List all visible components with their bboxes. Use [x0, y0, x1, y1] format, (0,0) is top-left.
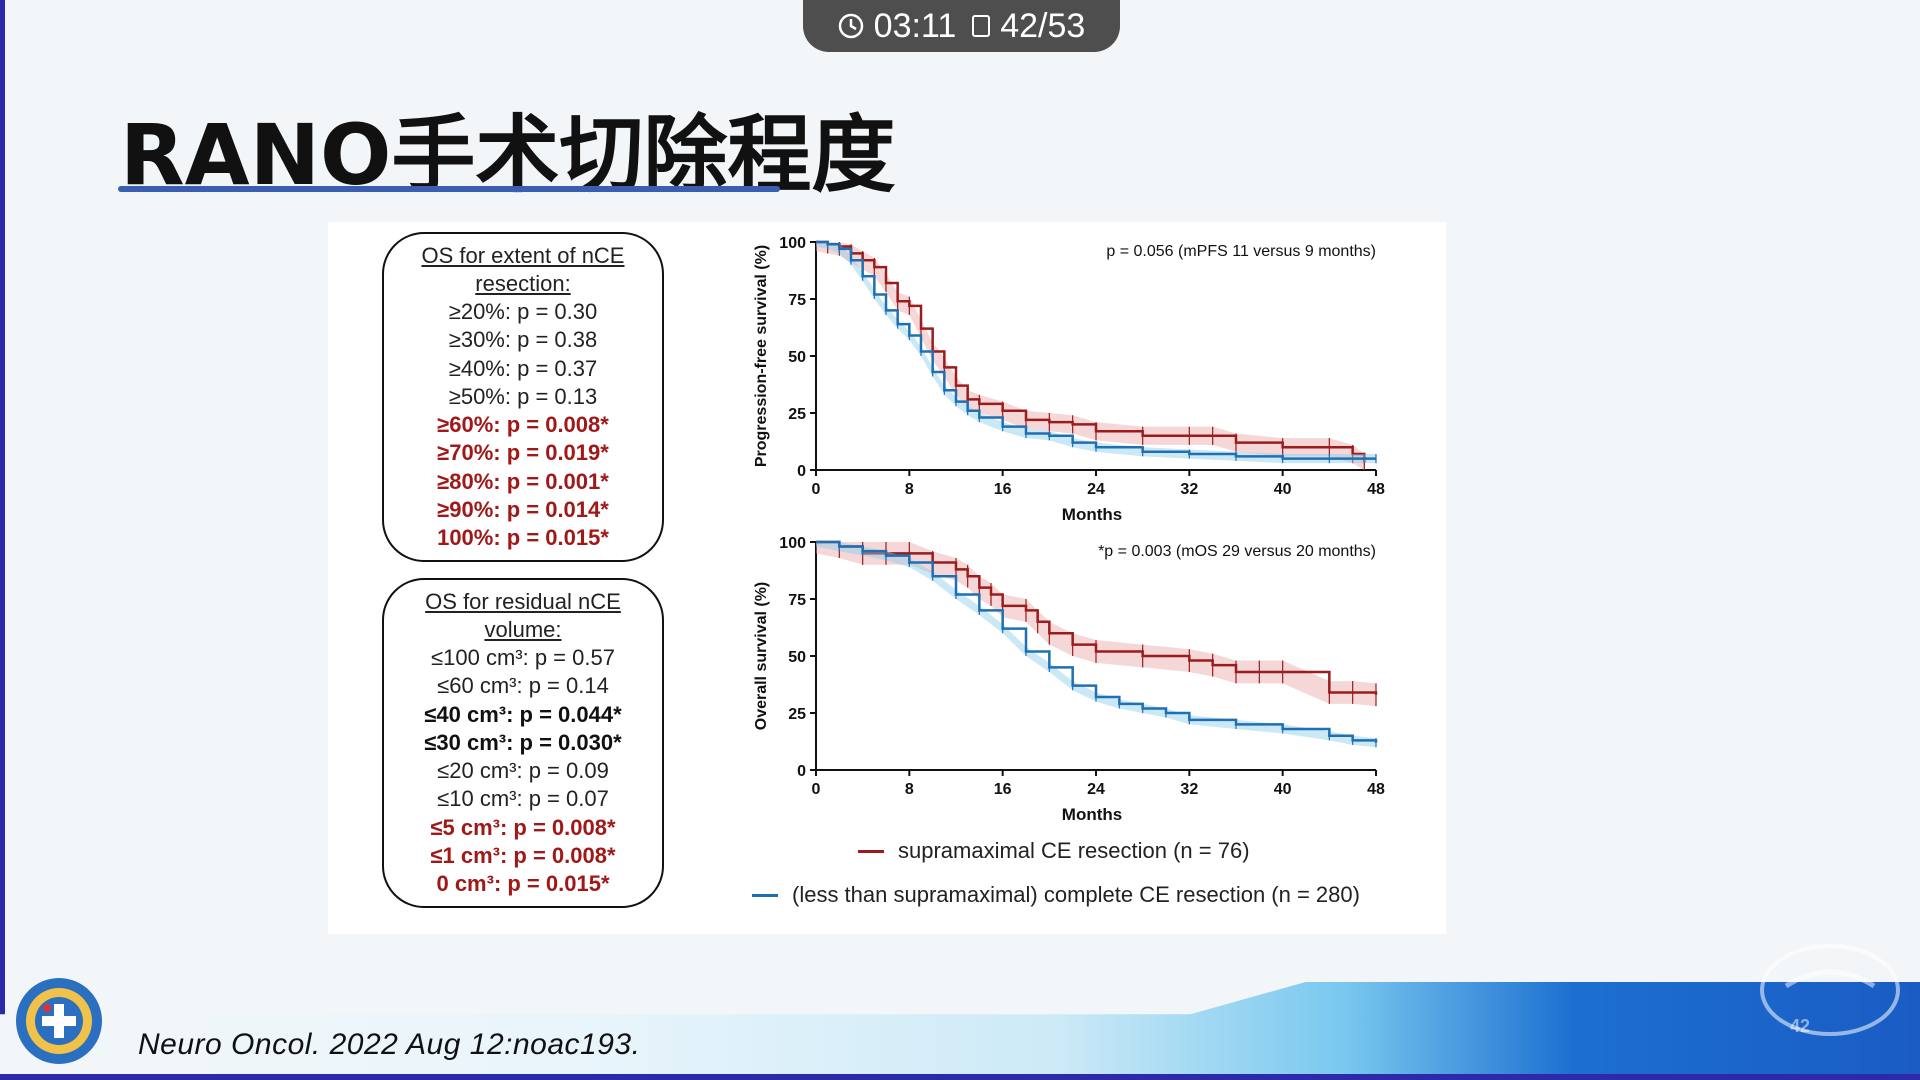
y-tick-label: 50 [788, 649, 806, 666]
presentation-status-bar[interactable]: 03:11 42/53 [803, 0, 1120, 52]
pfs-chart: 0 25 50 75 100 0 8 16 24 32 40 48 Months Progression-… [753, 235, 1385, 524]
y-tick-label: 0 [797, 463, 806, 480]
page-icon [972, 15, 991, 37]
frame-bottom-border [0, 1074, 1920, 1080]
y-tick-label: 75 [788, 292, 806, 309]
y-tick-label: 50 [788, 349, 806, 366]
x-tick-label: 48 [1367, 781, 1385, 798]
y-tick-label: 25 [788, 406, 806, 423]
x-tick-label: 32 [1180, 481, 1198, 498]
series-line-red [816, 540, 1378, 695]
clock-icon [838, 13, 864, 39]
title-underline [118, 186, 780, 192]
box_residual-row: ≤10 cm³: p = 0.07 [437, 786, 609, 812]
x-tick-label: 32 [1180, 781, 1198, 798]
x-axis-label: Months [1062, 505, 1122, 524]
box_residual-row: ≤20 cm³: p = 0.09 [437, 758, 609, 784]
x-tick-label: 40 [1274, 781, 1292, 798]
box_residual-row: ≤5 cm³: p = 0.008* [430, 814, 616, 840]
y-tick-label: 100 [779, 235, 806, 252]
citation: Neuro Oncol. 2022 Aug 12:noac193. [138, 1028, 641, 1061]
os-extent-header: OS for extent of nCE resection: [421, 243, 625, 296]
box_extent-row: ≥80%: p = 0.001* [437, 468, 609, 494]
p-value-annotation: p = 0.056 (mPFS 11 versus 9 months) [1106, 243, 1376, 260]
page-counter: 42/53 [1000, 6, 1086, 45]
x-tick-label: 0 [812, 781, 821, 798]
box_extent-row: ≥70%: p = 0.019* [437, 440, 609, 466]
y-axis-label: Progression-free survival (%) [753, 245, 770, 467]
x-tick-label: 8 [905, 781, 914, 798]
os-extent-rows: ≥20%: p = 0.30 ≥30%: p = 0.38 ≥40%: p = 0.… [384, 298, 662, 553]
x-tick-label: 8 [905, 481, 914, 498]
x-tick-label: 16 [994, 481, 1012, 498]
box_extent-row: 100%: p = 0.015* [437, 525, 609, 551]
watermark-page-number: 42 [1790, 1016, 1811, 1036]
legend-blue-swatch [752, 893, 778, 897]
box_residual-row: ≤1 cm³: p = 0.008* [430, 843, 616, 869]
y-tick-label: 0 [797, 763, 806, 780]
box_residual-row: 0 cm³: p = 0.015* [436, 871, 610, 897]
box_extent-row: ≥20%: p = 0.30 [448, 299, 598, 324]
y-tick-label: 25 [788, 706, 806, 723]
legend-blue-label: (less than supramaximal) complete CE res… [792, 882, 1360, 907]
box_residual-row: ≤100 cm³: p = 0.57 [431, 645, 615, 670]
x-tick-label: 48 [1367, 481, 1385, 498]
y-axis-label: Overall survival (%) [753, 582, 770, 731]
box_extent-row: ≥60%: p = 0.008* [437, 412, 609, 438]
box_extent-row: ≥50%: p = 0.13 [448, 383, 598, 409]
legend-blue: (less than supramaximal) complete CE res… [752, 882, 1360, 908]
box_residual-row: ≤30 cm³: p = 0.030* [424, 729, 622, 755]
box_residual-row: ≤60 cm³: p = 0.14 [437, 673, 609, 699]
hospital-logo [16, 978, 102, 1064]
x-tick-label: 24 [1087, 481, 1105, 498]
x-tick-label: 16 [994, 781, 1012, 798]
legend-red-swatch [858, 849, 884, 853]
confidence-band-red [816, 242, 1365, 470]
x-axis-label: Months [1062, 805, 1122, 824]
frame-left-border [0, 0, 5, 1080]
legend-red: supramaximal CE resection (n = 76) [858, 838, 1250, 864]
os-residual-box: OS for residual nCE volume: ≤100 cm³: p … [382, 578, 664, 908]
y-tick-label: 100 [779, 535, 806, 552]
box_extent-row: ≥40%: p = 0.37 [448, 355, 598, 381]
legend-red-label: supramaximal CE resection (n = 76) [898, 838, 1250, 863]
y-tick-label: 75 [788, 592, 806, 609]
box_residual-row: ≤40 cm³: p = 0.044* [424, 701, 622, 727]
elapsed-time: 03:11 [873, 6, 957, 45]
x-tick-label: 0 [812, 481, 821, 498]
os-residual-rows: ≤100 cm³: p = 0.57 ≤60 cm³: p = 0.14 ≤40 c… [384, 644, 662, 899]
x-tick-label: 24 [1087, 781, 1105, 798]
box_extent-row: ≥30%: p = 0.38 [448, 327, 598, 353]
p-value-annotation: *p = 0.003 (mOS 29 versus 20 months) [1098, 543, 1376, 560]
os-extent-box: OS for extent of nCE resection: ≥20%: p … [382, 232, 664, 562]
box_extent-row: ≥90%: p = 0.014* [437, 497, 609, 523]
os-residual-header: OS for residual nCE volume: [425, 589, 621, 642]
watermark-logo [1760, 944, 1900, 1036]
confidence-band-red [816, 542, 1376, 707]
x-tick-label: 40 [1274, 481, 1292, 498]
os-chart: 0 25 50 75 100 0 8 16 24 32 40 48 Months Overall surv… [753, 535, 1385, 824]
